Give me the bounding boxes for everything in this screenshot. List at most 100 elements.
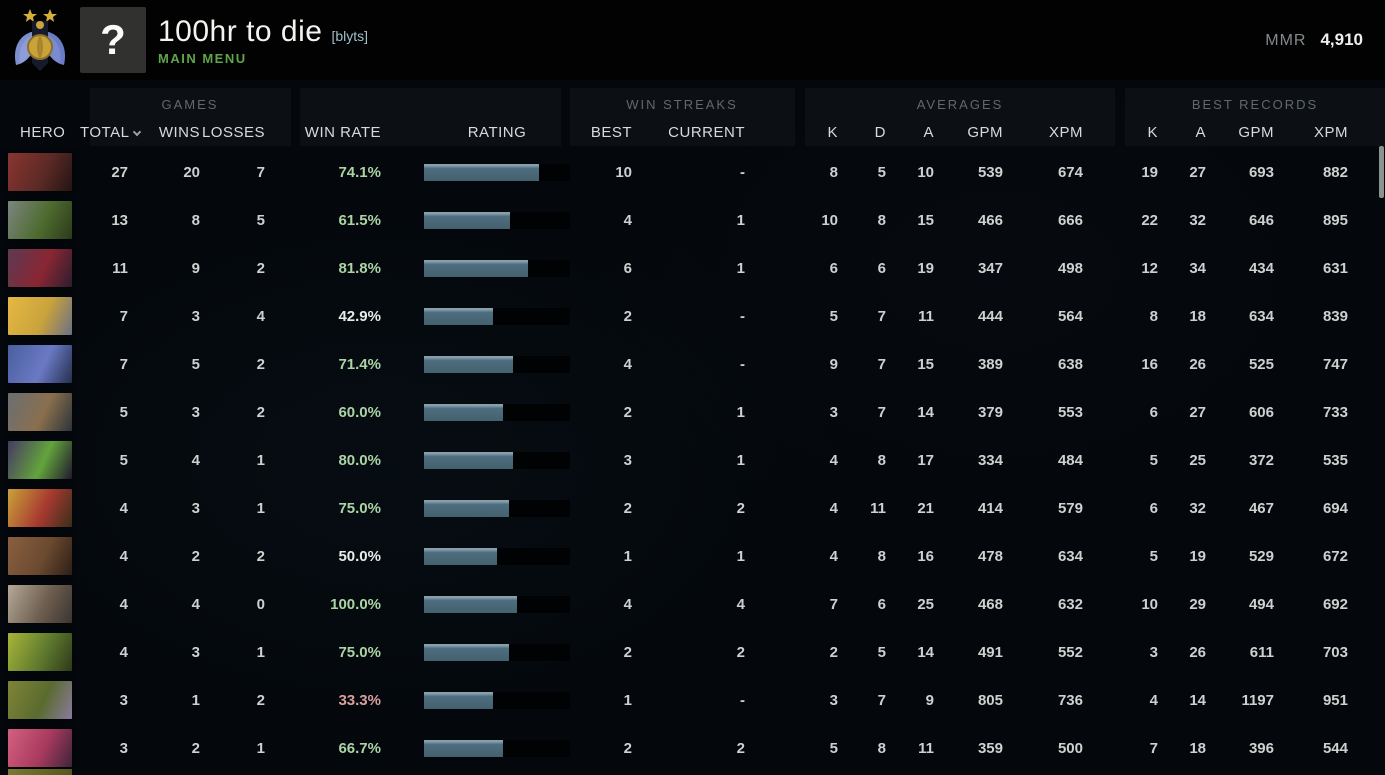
avg-xpm-cell: 579 — [1057, 499, 1083, 517]
column-header-win-rate[interactable]: WIN RATE — [304, 124, 381, 141]
table-row[interactable]: 5 4 1 80.0% 3 1 4 8 17 334 484 5 25 372 … — [0, 436, 1385, 484]
rating-cell — [381, 643, 590, 661]
column-header-losses[interactable]: LOSSES — [201, 124, 265, 141]
hero-portrait[interactable] — [8, 393, 72, 431]
bestrecords-group-panel — [1125, 88, 1385, 146]
table-row[interactable]: 27 20 7 74.1% 10 - 8 5 10 539 674 19 27 … — [0, 148, 1385, 196]
table-row[interactable]: 5 3 2 60.0% 2 1 3 7 14 379 553 6 27 606 … — [0, 388, 1385, 436]
best-assists-cell: 19 — [1189, 547, 1206, 565]
best-gpm-cell: 1197 — [1241, 691, 1274, 709]
column-header-avg-d[interactable]: D — [874, 124, 886, 141]
rating-cell — [381, 547, 590, 565]
hero-portrait[interactable] — [8, 201, 72, 239]
table-row[interactable]: 4 2 2 50.0% 1 1 4 8 16 478 634 5 19 529 … — [0, 532, 1385, 580]
best-gpm-cell: 611 — [1249, 643, 1274, 661]
rating-cell — [381, 451, 590, 469]
table-row[interactable]: 4 3 1 75.0% 2 2 4 11 21 414 579 6 32 467… — [0, 484, 1385, 532]
best-kills-cell: 10 — [1141, 595, 1158, 613]
best-xpm-cell: 733 — [1322, 403, 1348, 421]
avg-assists-cell: 14 — [917, 403, 934, 421]
mmr-display: MMR 4,910 — [1265, 30, 1363, 50]
streak-best-cell: 4 — [623, 355, 632, 373]
avg-assists-cell: 21 — [917, 499, 934, 517]
rating-bar-fill — [424, 403, 503, 421]
avatar[interactable]: ? — [80, 7, 146, 73]
best-assists-cell: 25 — [1189, 451, 1206, 469]
hero-portrait[interactable] — [8, 249, 72, 287]
best-kills-cell: 19 — [1141, 163, 1158, 181]
column-header-hero[interactable]: HERO — [20, 124, 66, 141]
column-header-best-gpm[interactable]: GPM — [1238, 124, 1274, 141]
top-bar: ? 100hr to die [blyts] MAIN MENU MMR 4,9… — [0, 0, 1385, 80]
rating-cell — [381, 211, 590, 229]
best-assists-cell: 32 — [1189, 211, 1206, 229]
hero-portrait[interactable] — [8, 441, 72, 479]
column-header-streak-current[interactable]: CURRENT — [668, 124, 745, 141]
avg-deaths-cell: 7 — [877, 403, 886, 421]
rating-bar-fill — [424, 355, 514, 373]
best-assists-cell: 32 — [1189, 499, 1206, 517]
table-row[interactable]: 7 5 2 71.4% 4 - 9 7 15 389 638 16 26 525… — [0, 340, 1385, 388]
main-menu-link[interactable]: MAIN MENU — [158, 50, 247, 66]
streak-current-cell: 4 — [736, 595, 745, 613]
best-kills-cell: 6 — [1149, 403, 1158, 421]
column-header-best-a[interactable]: A — [1195, 124, 1206, 141]
streak-current-cell: 2 — [736, 643, 745, 661]
streak-best-cell: 2 — [623, 499, 632, 517]
column-header-avg-a[interactable]: A — [923, 124, 934, 141]
column-header-avg-gpm[interactable]: GPM — [967, 124, 1003, 141]
table-row[interactable]: 3 2 1 66.7% 2 2 5 8 11 359 500 7 18 396 … — [0, 724, 1385, 772]
avg-deaths-cell: 5 — [877, 163, 886, 181]
hero-portrait[interactable] — [8, 153, 72, 191]
group-label-games: GAMES — [161, 97, 219, 112]
rating-cell — [381, 691, 590, 709]
column-header-avg-xpm[interactable]: XPM — [1048, 124, 1083, 141]
hero-portrait[interactable] — [8, 345, 72, 383]
losses-cell: 2 — [256, 355, 265, 373]
rating-bar-fill — [424, 163, 540, 181]
hero-portrait[interactable] — [8, 489, 72, 527]
rating-bar-track — [424, 499, 570, 517]
column-header-best-k[interactable]: K — [1147, 124, 1158, 141]
best-xpm-cell: 747 — [1322, 355, 1348, 373]
total-cell: 4 — [119, 643, 128, 661]
hero-portrait[interactable] — [8, 729, 72, 767]
wins-cell: 4 — [191, 595, 200, 613]
table-row[interactable]: 7 3 4 42.9% 2 - 5 7 11 444 564 8 18 634 … — [0, 292, 1385, 340]
hero-portrait[interactable] — [8, 681, 72, 719]
avg-assists-cell: 25 — [917, 595, 934, 613]
rating-bar-fill — [424, 259, 528, 277]
best-gpm-cell: 693 — [1248, 163, 1274, 181]
column-header-best-xpm[interactable]: XPM — [1313, 124, 1348, 141]
best-kills-cell: 6 — [1149, 499, 1158, 517]
mmr-value: 4,910 — [1320, 30, 1363, 49]
losses-cell: 2 — [256, 403, 265, 421]
table-row[interactable]: 4 3 1 75.0% 2 2 2 5 14 491 552 3 26 611 … — [0, 628, 1385, 676]
table-row[interactable]: 3 1 2 33.3% 1 - 3 7 9 805 736 4 14 1197 … — [0, 676, 1385, 724]
hero-portrait[interactable] — [8, 537, 72, 575]
scrollbar-thumb[interactable] — [1379, 146, 1384, 198]
rank-medal-icon[interactable] — [8, 5, 72, 77]
column-header-total[interactable]: TOTAL — [80, 124, 142, 141]
column-header-rating[interactable]: RATING — [467, 124, 527, 141]
avg-deaths-cell: 8 — [877, 739, 886, 757]
avg-kills-cell: 5 — [829, 307, 838, 325]
rating-cell — [381, 595, 590, 613]
streak-current-cell: - — [740, 307, 745, 325]
column-header-streak-best[interactable]: BEST — [590, 124, 632, 141]
hero-portrait-partial[interactable] — [8, 769, 72, 775]
hero-portrait[interactable] — [8, 297, 72, 335]
table-row[interactable]: 4 4 0 100.0% 4 4 7 6 25 468 632 10 29 49… — [0, 580, 1385, 628]
hero-portrait[interactable] — [8, 633, 72, 671]
rating-bar-track — [424, 163, 570, 181]
column-header-avg-k[interactable]: K — [827, 124, 838, 141]
best-assists-cell: 34 — [1189, 259, 1206, 277]
table-row[interactable]: 13 8 5 61.5% 4 1 10 8 15 466 666 22 32 6… — [0, 196, 1385, 244]
win-rate-cell: 100.0% — [330, 595, 381, 613]
table-row[interactable]: 11 9 2 81.8% 6 1 6 6 19 347 498 12 34 43… — [0, 244, 1385, 292]
column-header-wins[interactable]: WINS — [158, 124, 200, 141]
wins-cell: 2 — [191, 547, 200, 565]
streak-best-cell: 2 — [623, 643, 632, 661]
hero-portrait[interactable] — [8, 585, 72, 623]
best-assists-cell: 27 — [1189, 163, 1206, 181]
